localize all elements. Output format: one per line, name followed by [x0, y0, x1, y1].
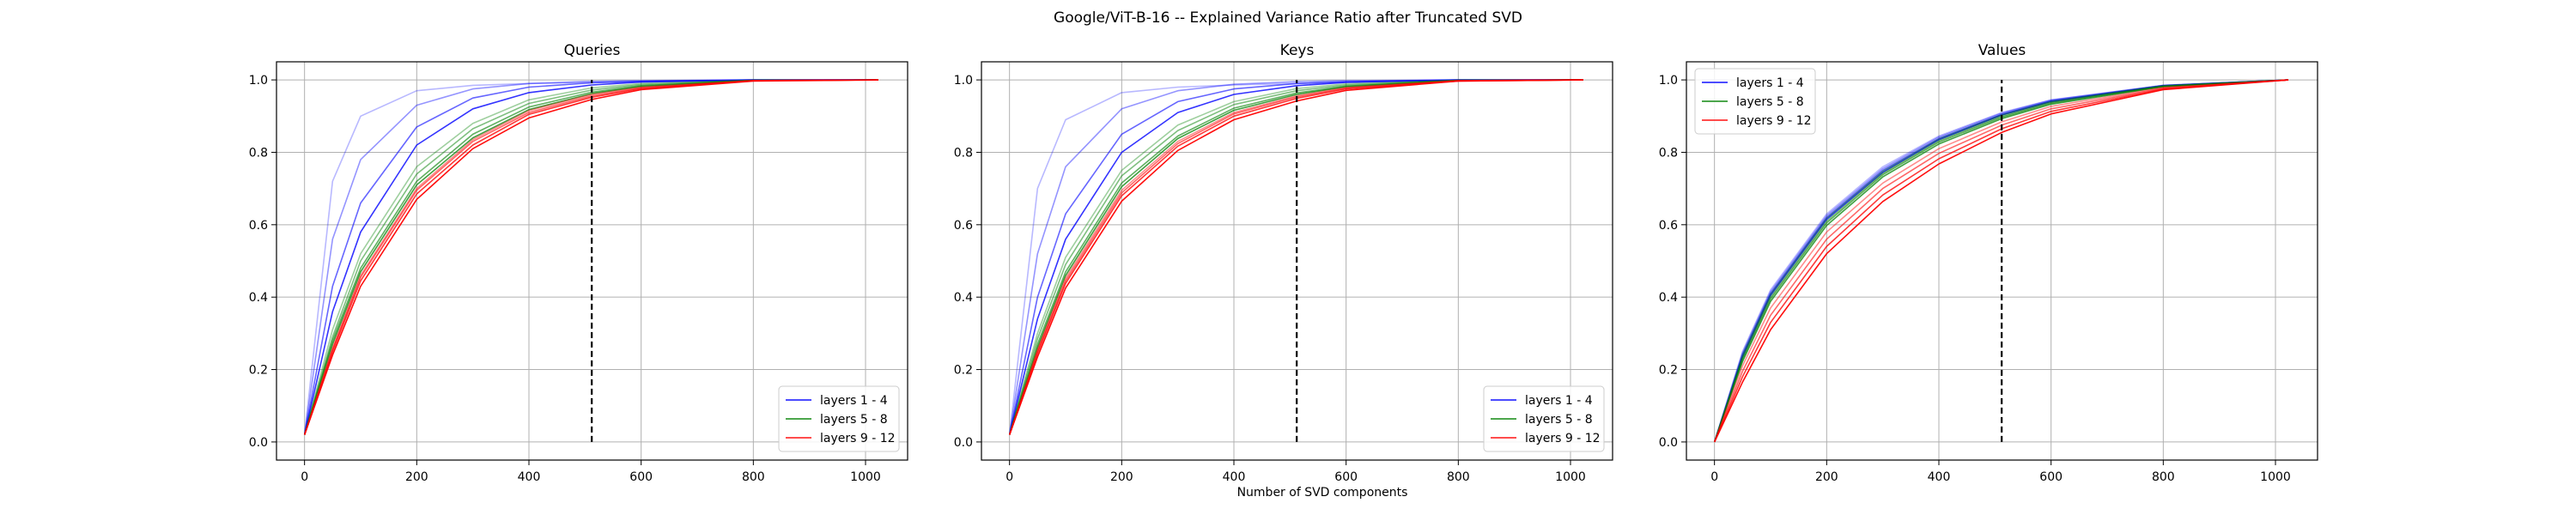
y-tick-label: 0.0: [1659, 436, 1678, 450]
x-tick-label: 600: [1334, 470, 1358, 484]
y-tick-label: 0.4: [249, 291, 268, 305]
x-tick-label: 600: [629, 470, 653, 484]
y-tick-label: 0.6: [249, 219, 268, 233]
series-line-layer-7: [1713, 79, 2289, 443]
x-tick-label: 0: [1005, 470, 1013, 484]
y-tick-label: 1.0: [1659, 74, 1678, 88]
legend: layers 1 - 4 layers 5 - 8 layers 9 - 12: [1694, 68, 1816, 135]
legend-label: layers 9 - 12: [1525, 432, 1601, 445]
x-tick-label: 200: [1110, 470, 1133, 484]
panel-title: Keys: [1280, 42, 1315, 59]
x-tick-label: 1000: [1555, 470, 1586, 484]
x-tick-label: 1000: [2260, 470, 2291, 484]
legend-box: [1483, 385, 1605, 452]
legend-label: layers 1 - 4: [820, 394, 888, 408]
x-tick-label: 200: [1815, 470, 1838, 484]
y-tick-label: 0.8: [249, 146, 268, 160]
series-line-layer-8: [303, 79, 879, 435]
series-line-layer-4: [1008, 79, 1583, 435]
legend-label: layers 9 - 12: [820, 432, 896, 445]
series-line-layer-12: [1008, 79, 1584, 435]
series-line-layer-9: [1713, 79, 2289, 443]
axes-frame: [981, 61, 1613, 461]
legend-label: layers 5 - 8: [1736, 95, 1804, 109]
axes-frame: [276, 61, 908, 461]
series-line-layer-12: [303, 79, 879, 435]
series-line-layer-11: [1008, 79, 1584, 435]
series-line-layer-8: [1008, 79, 1584, 435]
y-tick-label: 1.0: [954, 74, 973, 88]
legend-label: layers 5 - 8: [1525, 413, 1593, 427]
series-line-layer-11: [303, 79, 879, 435]
y-tick-label: 0.4: [1659, 291, 1678, 305]
x-tick-label: 1000: [850, 470, 881, 484]
x-tick-label: 200: [405, 470, 428, 484]
y-tick-label: 0.2: [1659, 364, 1678, 378]
x-tick-label: 400: [518, 470, 541, 484]
legend-box: [1694, 68, 1816, 135]
figure-suptitle: Google/ViT-B-16 -- Explained Variance Ra…: [1054, 9, 1522, 27]
chart-panel-keys: 0 200 400 600 800 1000 0.0 0.2 0.4 0.6 0.8 1.0 Keys l…: [954, 42, 1613, 484]
y-tick-label: 0.6: [954, 219, 973, 233]
series-line-layer-11: [1713, 79, 2289, 443]
series-line-layer-5: [1713, 79, 2289, 443]
legend-box: [778, 385, 900, 452]
panel-title: Queries: [564, 42, 621, 59]
chart-panel-values: 0 200 400 600 800 1000 0.0 0.2 0.4 0.6 0.8 1.0 Value…: [1659, 42, 2318, 484]
y-tick-label: 0.2: [249, 364, 268, 378]
series-line-layer-8: [1713, 79, 2289, 443]
series-line-layer-4: [303, 79, 878, 435]
x-tick-label: 800: [2152, 470, 2175, 484]
x-tick-label: 0: [1710, 470, 1718, 484]
y-tick-label: 1.0: [249, 74, 268, 88]
legend-label: layers 1 - 4: [1736, 76, 1804, 90]
legend-label: layers 9 - 12: [1736, 114, 1812, 128]
series-line-layer-12: [1713, 79, 2289, 443]
panel-title: Values: [1978, 42, 2026, 59]
legend: layers 1 - 4 layers 5 - 8 layers 9 - 12: [1483, 385, 1605, 452]
x-tick-label: 800: [1447, 470, 1470, 484]
series-line-layer-1: [1713, 79, 2289, 443]
chart-panel-queries: 0 200 400 600 800 1000 0.0 0.2 0.4 0.6 0.8 1.0 Queri…: [249, 42, 908, 484]
legend-label: layers 1 - 4: [1525, 394, 1593, 408]
y-tick-label: 0.0: [954, 436, 973, 450]
legend: layers 1 - 4 layers 5 - 8 layers 9 - 12: [778, 385, 900, 452]
axes-frame: [1686, 61, 2318, 461]
y-tick-label: 0.6: [1659, 219, 1678, 233]
x-tick-label: 800: [742, 470, 765, 484]
y-tick-label: 0.8: [954, 146, 973, 160]
legend-label: layers 5 - 8: [820, 413, 888, 427]
y-tick-label: 0.8: [1659, 146, 1678, 160]
shared-x-axis-label: Number of SVD components: [1237, 486, 1408, 500]
x-tick-label: 400: [1223, 470, 1246, 484]
x-tick-label: 400: [1928, 470, 1951, 484]
x-tick-label: 0: [301, 470, 308, 484]
y-tick-label: 0.0: [249, 436, 268, 450]
series-line-layer-10: [1713, 79, 2289, 443]
y-tick-label: 0.2: [954, 364, 973, 378]
panels-container: 0 200 400 600 800 1000 0.0 0.2 0.4 0.6 0.8 1.0 Queri…: [249, 42, 2318, 484]
x-tick-label: 600: [2039, 470, 2063, 484]
y-tick-label: 0.4: [954, 291, 973, 305]
